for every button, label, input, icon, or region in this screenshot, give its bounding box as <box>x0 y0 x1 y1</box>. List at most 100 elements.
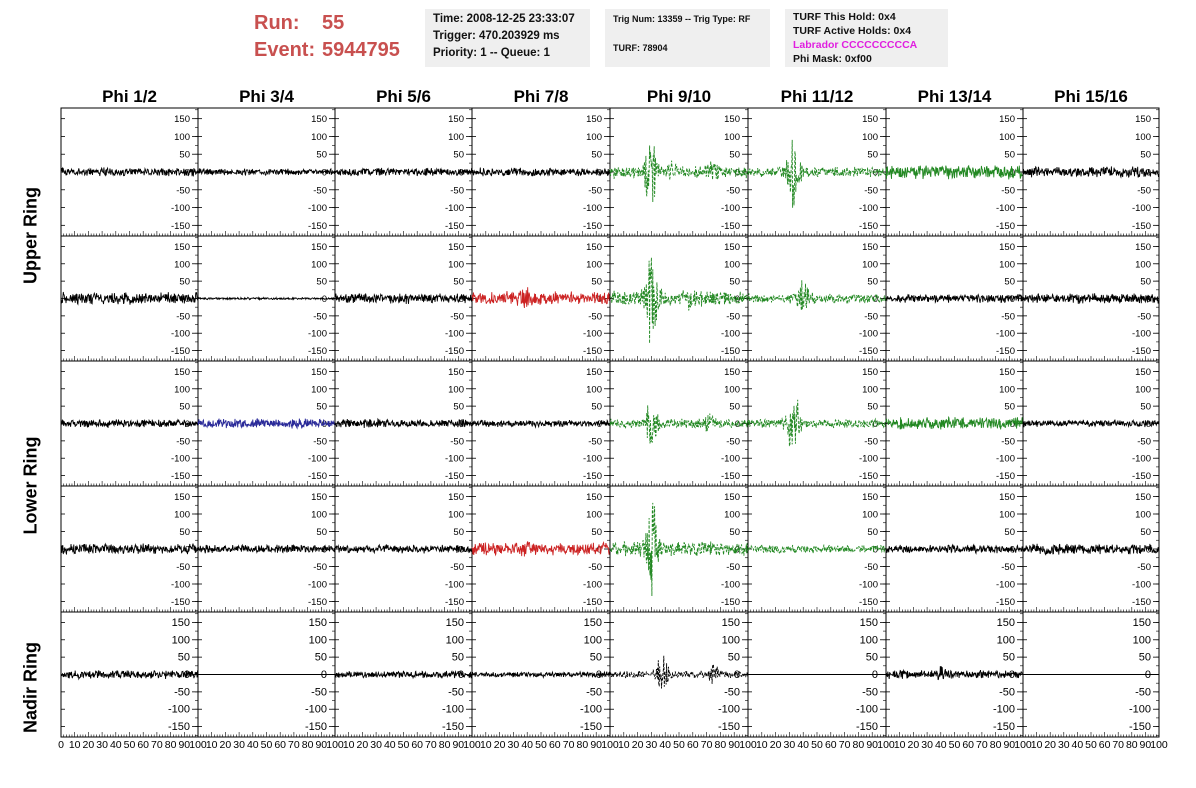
x-tick-label: 100 <box>326 739 344 751</box>
y-tick-label: 150 <box>448 114 464 125</box>
x-tick-label: 20 <box>1044 739 1056 751</box>
y-tick-label: 150 <box>311 114 327 125</box>
waveform-trace <box>609 257 749 344</box>
y-tick-label: -50 <box>313 185 327 196</box>
waveform-trace <box>609 405 749 444</box>
y-tick-label: 50 <box>1140 150 1151 161</box>
y-tick-label: 100 <box>724 384 740 395</box>
y-tick-label: 100 <box>724 132 740 143</box>
y-tick-label: -150 <box>993 721 1015 733</box>
time-text: Time: 2008-12-25 23:33:07 <box>433 13 575 25</box>
phi-mask-text: Phi Mask: 0xf00 <box>793 53 872 65</box>
y-tick-label: 0 <box>458 669 464 681</box>
y-tick-label: 150 <box>999 492 1015 503</box>
x-tick-label: 90 <box>1140 739 1152 751</box>
y-tick-label: 100 <box>172 634 190 646</box>
run-event-display: Run: 55 Event: 5944795 <box>254 10 400 64</box>
y-tick-label: 150 <box>722 617 740 629</box>
x-tick-label: 80 <box>853 739 865 751</box>
x-tick-label: 30 <box>784 739 796 751</box>
y-tick-label: -100 <box>168 704 190 716</box>
x-tick-label: 10 <box>343 739 355 751</box>
y-tick-label: 100 <box>311 384 327 395</box>
y-tick-label: -150 <box>580 721 602 733</box>
y-tick-label: -150 <box>996 221 1015 232</box>
y-tick-label: 50 <box>179 150 190 161</box>
y-tick-label: -100 <box>721 329 740 340</box>
y-tick-label: 150 <box>1133 617 1151 629</box>
y-tick-label: 100 <box>311 510 327 521</box>
x-tick-label: 70 <box>288 739 300 751</box>
y-tick-label: -50 <box>1137 185 1151 196</box>
y-tick-label: 100 <box>862 384 878 395</box>
y-tick-label: 50 <box>729 527 740 538</box>
y-tick-label: 50 <box>729 402 740 413</box>
x-tick-label: 10 <box>894 739 906 751</box>
event-value: 5944795 <box>322 39 400 61</box>
y-tick-label: 150 <box>586 114 602 125</box>
x-tick-label: 20 <box>494 739 506 751</box>
x-tick-label: 70 <box>425 739 437 751</box>
y-tick-label: 150 <box>999 367 1015 378</box>
x-tick-label: 60 <box>549 739 561 751</box>
y-tick-label: -50 <box>176 311 190 322</box>
y-tick-label: 100 <box>862 259 878 270</box>
waveform-trace <box>1022 543 1160 556</box>
waveform-grid: 150100500-50-100-150150100500-50-100-150… <box>58 107 1168 751</box>
y-tick-label: -50 <box>726 436 740 447</box>
y-tick-label: -150 <box>445 221 464 232</box>
y-tick-label: 100 <box>999 132 1015 143</box>
y-tick-label: -150 <box>171 597 190 608</box>
y-tick-label: 0 <box>1146 419 1151 430</box>
y-tick-label: -100 <box>996 329 1015 340</box>
x-tick-label: 20 <box>357 739 369 751</box>
waveform-trace <box>885 543 1024 555</box>
x-tick-label: 20 <box>220 739 232 751</box>
x-tick-label: 60 <box>411 739 423 751</box>
y-tick-label: -100 <box>718 704 740 716</box>
y-tick-label: 50 <box>316 277 327 288</box>
y-tick-label: 50 <box>867 150 878 161</box>
waveform-trace <box>747 399 887 447</box>
y-tick-label: -50 <box>448 686 464 698</box>
y-tick-label: -50 <box>864 562 878 573</box>
y-tick-label: 150 <box>724 367 740 378</box>
y-tick-label: -100 <box>996 203 1015 214</box>
y-tick-label: 50 <box>867 402 878 413</box>
y-tick-label: 100 <box>311 259 327 270</box>
y-tick-label: -100 <box>308 454 327 465</box>
y-tick-label: 150 <box>311 492 327 503</box>
y-tick-label: 50 <box>867 527 878 538</box>
y-tick-label: -50 <box>862 686 878 698</box>
y-tick-label: 100 <box>586 259 602 270</box>
x-tick-label: 90 <box>452 739 464 751</box>
x-tick-label: 20 <box>770 739 782 751</box>
y-tick-label: 100 <box>1135 510 1151 521</box>
turf-hold-text: TURF This Hold: 0x4 <box>793 11 896 23</box>
y-tick-label: 50 <box>452 652 464 664</box>
y-tick-label: 150 <box>862 492 878 503</box>
y-tick-label: -150 <box>308 221 327 232</box>
x-tick-label: 10 <box>206 739 218 751</box>
x-tick-label: 60 <box>274 739 286 751</box>
y-tick-label: -150 <box>583 471 602 482</box>
y-tick-label: 50 <box>1139 652 1151 664</box>
y-tick-label: 100 <box>1133 634 1151 646</box>
y-tick-label: 0 <box>185 168 190 179</box>
waveform-trace <box>60 291 199 306</box>
y-tick-label: -150 <box>445 346 464 357</box>
y-tick-label: -50 <box>588 436 602 447</box>
x-tick-label: 70 <box>976 739 988 751</box>
y-tick-label: -100 <box>442 704 464 716</box>
y-tick-label: 0 <box>1145 669 1151 681</box>
y-tick-label: 50 <box>1140 277 1151 288</box>
waveform-trace <box>471 167 611 177</box>
y-tick-label: 100 <box>1135 259 1151 270</box>
x-tick-label: 50 <box>811 739 823 751</box>
x-tick-label: 60 <box>825 739 837 751</box>
x-tick-label: 40 <box>247 739 259 751</box>
y-tick-label: -150 <box>721 471 740 482</box>
priority-text: Priority: 1 -- Queue: 1 <box>433 47 550 59</box>
x-tick-label: 40 <box>521 739 533 751</box>
y-tick-label: 150 <box>862 242 878 253</box>
